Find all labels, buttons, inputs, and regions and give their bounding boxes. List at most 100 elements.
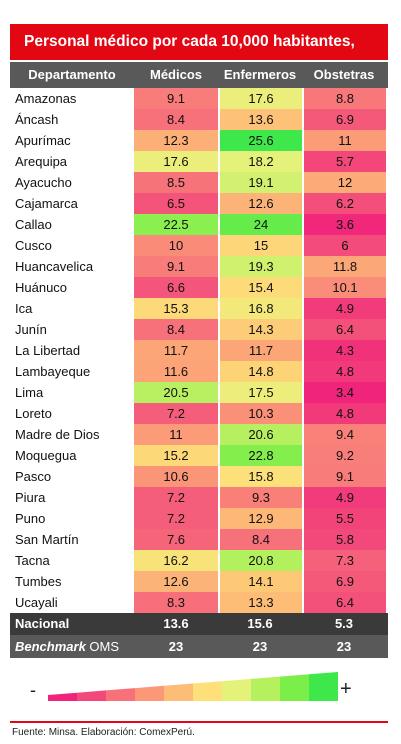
obstetras-cell: 3.6 <box>302 214 386 235</box>
medicos-cell: 9.1 <box>134 88 218 109</box>
medicos-cell: 10.6 <box>134 466 218 487</box>
obstetras-cell: 4.8 <box>302 403 386 424</box>
footer-source: Fuente: Minsa. Elaboración: ComexPerú. <box>12 727 195 738</box>
obstetras-cell: 4.8 <box>302 361 386 382</box>
legend-segment <box>309 672 338 701</box>
legend-segment <box>106 688 135 701</box>
table-body: Amazonas 9.1 17.6 8.8 Áncash 8.4 13.6 6.9 Apurím… <box>10 88 388 613</box>
medicos-cell: 11.6 <box>134 361 218 382</box>
enfermeros-cell: 14.8 <box>218 361 302 382</box>
enfermeros-cell: 11.7 <box>218 340 302 361</box>
obstetras-cell: 4.9 <box>302 487 386 508</box>
table-row: Madre de Dios 11 20.6 9.4 <box>10 424 388 445</box>
enfermeros-cell: 22.8 <box>218 445 302 466</box>
table-row: Piura 7.2 9.3 4.9 <box>10 487 388 508</box>
table-row: Huánuco 6.6 15.4 10.1 <box>10 277 388 298</box>
obstetras-cell: 9.4 <box>302 424 386 445</box>
obstetras-cell: 8.8 <box>302 88 386 109</box>
enfermeros-cell: 20.6 <box>218 424 302 445</box>
table-row: Lima 20.5 17.5 3.4 <box>10 382 388 403</box>
legend-min-label: - <box>30 680 36 700</box>
nacional-medicos: 13.6 <box>163 616 189 631</box>
enfermeros-cell: 24 <box>218 214 302 235</box>
departamento-cell: Áncash <box>15 112 59 127</box>
header-medicos: Médicos <box>149 67 202 82</box>
enfermeros-cell: 16.8 <box>218 298 302 319</box>
table-row: San Martín 7.6 8.4 5.8 <box>10 529 388 550</box>
medicos-cell: 7.2 <box>134 403 218 424</box>
chart-title: Personal médico por cada 10,000 habitant… <box>10 24 388 86</box>
obstetras-cell: 5.5 <box>302 508 386 529</box>
obstetras-cell: 3.4 <box>302 382 386 403</box>
medicos-cell: 6.6 <box>134 277 218 298</box>
header-obstetras: Obstetras <box>313 67 375 82</box>
medicos-cell: 20.5 <box>134 382 218 403</box>
header-departamento: Departamento <box>28 67 116 82</box>
table-row: Apurímac 12.3 25.6 11 <box>10 130 388 151</box>
medicos-cell: 17.6 <box>134 151 218 172</box>
legend-segment <box>164 683 193 701</box>
table-row: Lambayeque 11.6 14.8 4.8 <box>10 361 388 382</box>
nacional-label: Nacional <box>15 616 70 631</box>
legend-segment <box>77 690 106 701</box>
departamento-cell: Amazonas <box>15 91 77 106</box>
departamento-cell: Piura <box>15 490 46 505</box>
table-row: Cusco 10 15 6 <box>10 235 388 256</box>
enfermeros-cell: 8.4 <box>218 529 302 550</box>
table-row: Ayacucho 8.5 19.1 12 <box>10 172 388 193</box>
benchmark-row: Benchmark OMS 23 23 23 <box>10 635 388 658</box>
table-header: Departamento Médicos Enfermeros Obstetra… <box>10 62 388 88</box>
departamento-cell: Cajamarca <box>15 196 78 211</box>
table-row: Huancavelica 9.1 19.3 11.8 <box>10 256 388 277</box>
obstetras-cell: 6.4 <box>302 319 386 340</box>
enfermeros-cell: 15.8 <box>218 466 302 487</box>
departamento-cell: Ica <box>15 301 33 316</box>
departamento-cell: Apurímac <box>15 133 71 148</box>
obstetras-cell: 6.4 <box>302 592 386 613</box>
medicos-cell: 6.5 <box>134 193 218 214</box>
table-row: Ucayali 8.3 13.3 6.4 <box>10 592 388 613</box>
enfermeros-cell: 14.3 <box>218 319 302 340</box>
enfermeros-cell: 13.3 <box>218 592 302 613</box>
obstetras-cell: 11.8 <box>302 256 386 277</box>
obstetras-cell: 6.9 <box>302 109 386 130</box>
medicos-cell: 12.6 <box>134 571 218 592</box>
departamento-cell: Ayacucho <box>15 175 72 190</box>
table-row: Moquegua 15.2 22.8 9.2 <box>10 445 388 466</box>
departamento-cell: Pasco <box>15 469 52 484</box>
obstetras-cell: 6.2 <box>302 193 386 214</box>
enfermeros-cell: 13.6 <box>218 109 302 130</box>
enfermeros-cell: 17.5 <box>218 382 302 403</box>
departamento-cell: Loreto <box>15 406 52 421</box>
obstetras-cell: 9.1 <box>302 466 386 487</box>
departamento-cell: Huancavelica <box>15 259 94 274</box>
benchmark-obstetras: 23 <box>336 639 352 654</box>
medicos-cell: 9.1 <box>134 256 218 277</box>
departamento-cell: Tacna <box>15 553 50 568</box>
enfermeros-cell: 20.8 <box>218 550 302 571</box>
enfermeros-cell: 14.1 <box>218 571 302 592</box>
benchmark-label: Benchmark OMS <box>10 635 134 658</box>
enfermeros-cell: 9.3 <box>218 487 302 508</box>
medicos-cell: 8.3 <box>134 592 218 613</box>
departamento-cell: Cusco <box>15 238 52 253</box>
departamento-cell: Puno <box>15 511 46 526</box>
medicos-cell: 11 <box>134 424 218 445</box>
nacional-row: Nacional 13.6 15.6 5.3 <box>10 613 388 635</box>
medicos-cell: 8.4 <box>134 109 218 130</box>
medicos-cell: 7.2 <box>134 487 218 508</box>
obstetras-cell: 7.3 <box>302 550 386 571</box>
table-row: Tumbes 12.6 14.1 6.9 <box>10 571 388 592</box>
medicos-cell: 10 <box>134 235 218 256</box>
table-row: Ica 15.3 16.8 4.9 <box>10 298 388 319</box>
medicos-cell: 16.2 <box>134 550 218 571</box>
table-row: Amazonas 9.1 17.6 8.8 <box>10 88 388 109</box>
table-row: Puno 7.2 12.9 5.5 <box>10 508 388 529</box>
obstetras-cell: 4.3 <box>302 340 386 361</box>
nacional-obstetras: 5.3 <box>334 616 354 631</box>
benchmark-medicos: 23 <box>168 639 184 654</box>
legend-segment <box>222 678 251 701</box>
legend-max-label: + <box>340 678 352 700</box>
enfermeros-cell: 10.3 <box>218 403 302 424</box>
departamento-cell: Madre de Dios <box>15 427 100 442</box>
